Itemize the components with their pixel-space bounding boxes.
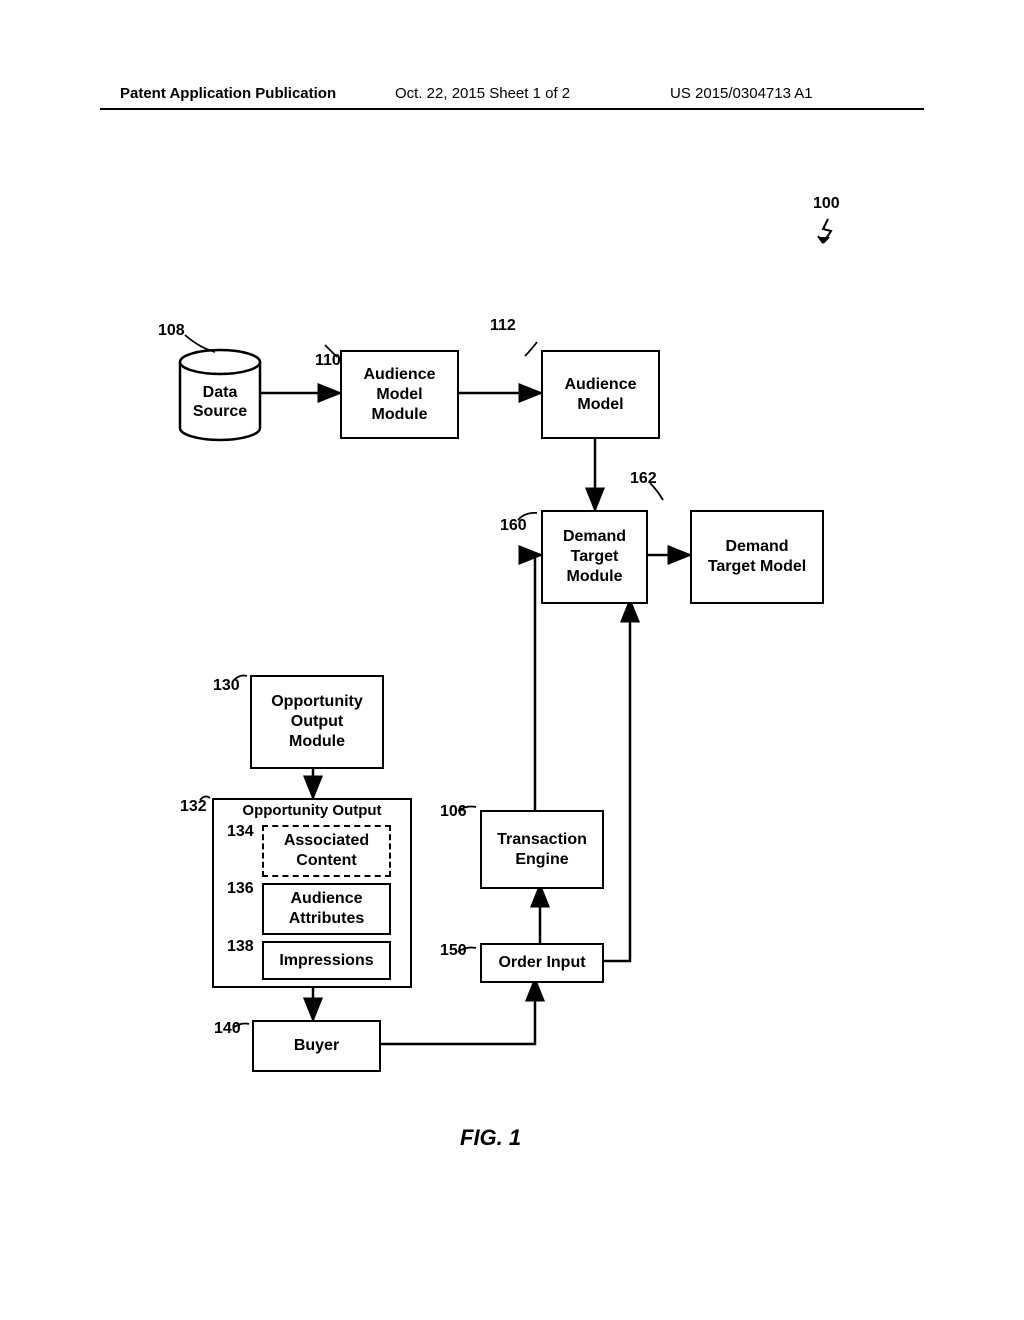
trans_engine-box: TransactionEngine	[480, 810, 604, 889]
assoc_content-box: AssociatedContent	[262, 825, 391, 877]
ref-110: 110	[315, 352, 341, 370]
order_input-box: Order Input	[480, 943, 604, 983]
ref-138: 138	[227, 938, 254, 956]
impressions-box: Impressions	[262, 941, 391, 980]
figure-title: FIG. 1	[460, 1125, 521, 1151]
ref-112: 112	[490, 317, 516, 335]
header-left: Patent Application Publication	[120, 85, 336, 102]
ref-136: 136	[227, 880, 254, 898]
audience_m-box: AudienceModel	[541, 350, 660, 439]
ref-108: 108	[158, 322, 185, 340]
header-divider	[100, 108, 924, 110]
buyer-box: Buyer	[252, 1020, 381, 1072]
figure-diagram: DataSource AudienceModelModule AudienceMod…	[100, 180, 924, 1180]
ref-130: 130	[213, 677, 240, 695]
ref-140: 140	[214, 1020, 241, 1038]
demand_tmodel-box: DemandTarget Model	[690, 510, 824, 604]
header-center: Oct. 22, 2015 Sheet 1 of 2	[395, 85, 570, 102]
opp_om-box: OpportunityOutputModule	[250, 675, 384, 769]
audience_mm-box: AudienceModelModule	[340, 350, 459, 439]
demand_tm-box: DemandTargetModule	[541, 510, 648, 604]
ref-162: 162	[630, 470, 657, 488]
ref-100: 100	[813, 195, 840, 213]
aud_attrs-box: AudienceAttributes	[262, 883, 391, 935]
ref-132: 132	[180, 798, 207, 816]
ref-150: 150	[440, 942, 467, 960]
ref-106: 106	[440, 803, 467, 821]
data_source-label: DataSource	[180, 372, 260, 432]
header-right: US 2015/0304713 A1	[670, 85, 813, 102]
ref-160: 160	[500, 517, 527, 535]
ref-134: 134	[227, 823, 254, 841]
